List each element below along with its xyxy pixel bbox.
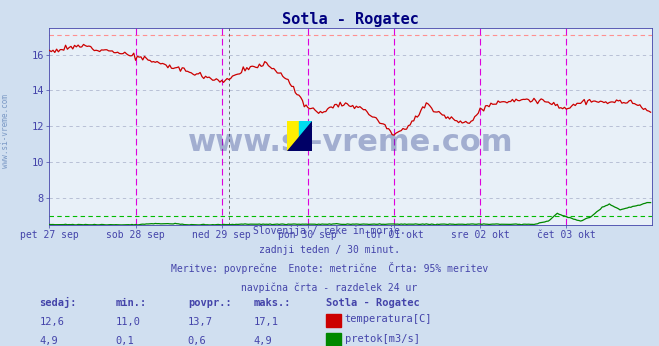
Polygon shape [287, 121, 299, 151]
Text: min.:: min.: [115, 298, 146, 308]
Text: 4,9: 4,9 [254, 336, 272, 346]
Text: Slovenija / reke in morje.: Slovenija / reke in morje. [253, 226, 406, 236]
Text: pretok[m3/s]: pretok[m3/s] [345, 334, 420, 344]
Polygon shape [287, 121, 312, 151]
Text: Meritve: povprečne  Enote: metrične  Črta: 95% meritev: Meritve: povprečne Enote: metrične Črta:… [171, 262, 488, 274]
Text: temperatura[C]: temperatura[C] [345, 315, 432, 325]
Text: 4,9: 4,9 [40, 336, 58, 346]
Text: 13,7: 13,7 [188, 317, 213, 327]
Text: navpična črta - razdelek 24 ur: navpična črta - razdelek 24 ur [241, 282, 418, 293]
Text: 12,6: 12,6 [40, 317, 65, 327]
Text: 0,6: 0,6 [188, 336, 206, 346]
Text: sedaj:: sedaj: [40, 297, 77, 308]
Text: www.si-vreme.com: www.si-vreme.com [188, 128, 513, 157]
Text: zadnji teden / 30 minut.: zadnji teden / 30 minut. [259, 245, 400, 255]
Text: 0,1: 0,1 [115, 336, 134, 346]
Text: povpr.:: povpr.: [188, 298, 231, 308]
Text: Sotla - Rogatec: Sotla - Rogatec [326, 298, 420, 308]
Text: 17,1: 17,1 [254, 317, 279, 327]
Polygon shape [299, 121, 312, 151]
Title: Sotla - Rogatec: Sotla - Rogatec [283, 11, 419, 27]
Text: www.si-vreme.com: www.si-vreme.com [1, 94, 10, 169]
Text: 11,0: 11,0 [115, 317, 140, 327]
Text: maks.:: maks.: [254, 298, 291, 308]
